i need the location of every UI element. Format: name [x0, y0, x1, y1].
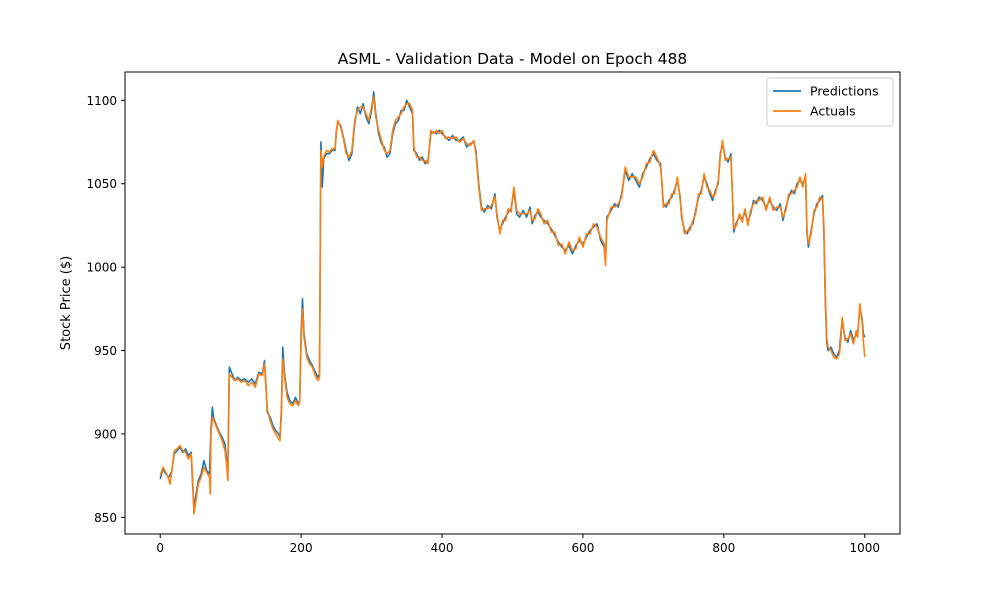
y-axis-label: Stock Price ($) [59, 256, 74, 350]
x-tick-label: 200 [290, 541, 313, 555]
y-tick-label: 900 [94, 427, 117, 441]
x-tick-label: 400 [431, 541, 454, 555]
plot-area: 0 200 400 600 800 1000 850 900 950 1000 1050 1100 [86, 71, 901, 555]
chart-title: ASML - Validation Data - Model on Epoch … [338, 50, 688, 68]
x-tick-label: 1000 [849, 541, 880, 555]
plot-frame [124, 71, 901, 535]
y-tick-label: 1050 [86, 177, 117, 191]
y-axis: 850 900 950 1000 1050 1100 [86, 94, 125, 525]
x-tick-label: 600 [572, 541, 595, 555]
series-line-actuals [159, 96, 866, 515]
x-tick-label: 800 [712, 541, 735, 555]
y-tick-label: 950 [94, 344, 117, 358]
legend: Predictions Actuals [766, 77, 894, 127]
x-axis: 0 200 400 600 800 1000 [156, 534, 880, 555]
y-tick-label: 1000 [86, 261, 117, 275]
y-tick-label: 1100 [86, 94, 117, 108]
y-tick-label: 850 [94, 511, 117, 525]
legend-box [766, 77, 894, 127]
x-tick-label: 0 [156, 541, 164, 555]
legend-label-predictions: Predictions [810, 84, 879, 99]
series-lines [159, 91, 866, 515]
legend-label-actuals: Actuals [810, 104, 856, 119]
